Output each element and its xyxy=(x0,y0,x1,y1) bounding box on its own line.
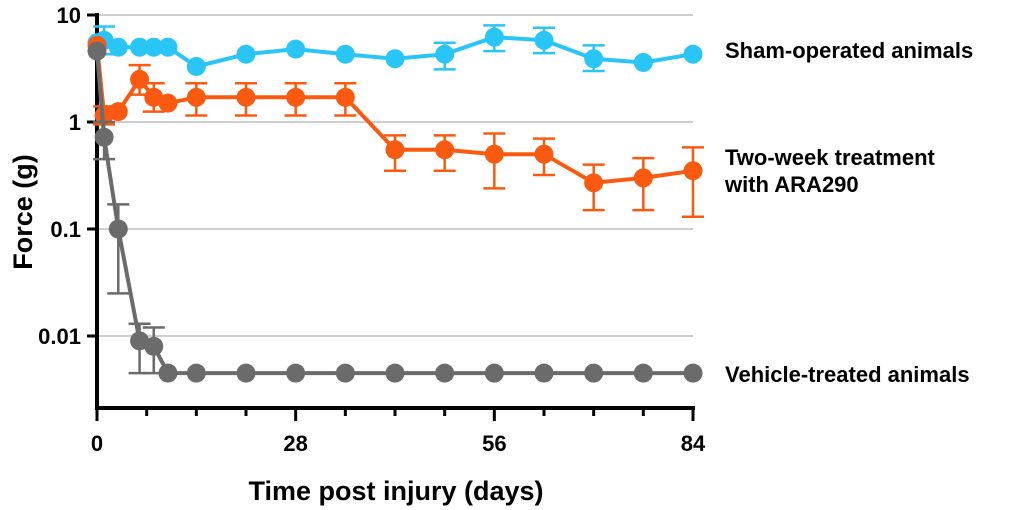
data-point xyxy=(158,37,178,57)
y-tick-label: 10 xyxy=(57,3,81,28)
data-point xyxy=(584,173,604,193)
series-label-line: Two-week treatment xyxy=(725,145,936,170)
data-point xyxy=(108,37,128,57)
data-point xyxy=(335,44,355,64)
x-tick-label: 28 xyxy=(283,431,307,456)
data-point xyxy=(633,52,653,72)
plot-area xyxy=(87,24,704,383)
data-point xyxy=(435,140,455,160)
data-point xyxy=(633,168,653,188)
data-point xyxy=(144,87,164,107)
series-label-line: Vehicle-treated animals xyxy=(725,362,970,387)
data-point xyxy=(484,144,504,164)
data-point xyxy=(236,87,256,107)
data-point xyxy=(286,39,306,59)
series-0 xyxy=(87,24,703,77)
gridlines xyxy=(97,14,693,337)
data-point xyxy=(683,161,703,181)
data-point xyxy=(130,37,150,57)
data-point xyxy=(186,363,206,383)
series-label: Two-week treatment with ARA290 xyxy=(724,145,936,197)
data-point xyxy=(683,363,703,383)
x-tick-label: 0 xyxy=(91,431,103,456)
data-point xyxy=(584,363,604,383)
data-point xyxy=(484,27,504,47)
y-axis-title: Force (g) xyxy=(8,154,38,270)
y-tick-label: 0.01 xyxy=(38,324,81,349)
data-point xyxy=(633,363,653,383)
data-point xyxy=(236,44,256,64)
data-point xyxy=(186,87,206,107)
data-point xyxy=(144,336,164,356)
x-tick-label: 56 xyxy=(482,431,506,456)
data-point xyxy=(335,363,355,383)
data-point xyxy=(683,44,703,64)
data-point xyxy=(435,44,455,64)
data-point xyxy=(534,30,554,50)
data-point xyxy=(335,87,355,107)
series-1 xyxy=(87,35,704,219)
data-point xyxy=(108,102,128,122)
series-label: Sham-operated animals xyxy=(725,38,973,63)
x-tick-label: 84 xyxy=(681,431,706,456)
data-point xyxy=(158,363,178,383)
data-point xyxy=(87,41,107,61)
data-point xyxy=(584,49,604,69)
data-point xyxy=(144,37,164,57)
data-point xyxy=(186,57,206,77)
data-point xyxy=(108,219,128,239)
data-point xyxy=(534,363,554,383)
data-point xyxy=(94,127,114,147)
data-point xyxy=(286,363,306,383)
series-labels: Sham-operated animals Two-week treatment w… xyxy=(724,38,973,387)
data-point xyxy=(534,144,554,164)
series-2 xyxy=(87,41,703,383)
y-tick-label: 0.1 xyxy=(50,217,81,242)
data-point xyxy=(435,363,455,383)
data-point xyxy=(158,93,178,113)
data-point xyxy=(286,87,306,107)
data-point xyxy=(484,363,504,383)
axes xyxy=(95,13,695,410)
series-label: Vehicle-treated animals xyxy=(725,362,970,387)
y-tick-label: 1 xyxy=(69,110,81,135)
x-axis-title: Time post injury (days) xyxy=(248,476,543,506)
series-label-line: with ARA290 xyxy=(724,172,859,197)
ticks: 10 1 0.1 0.01 0 28 56 84 xyxy=(38,3,706,456)
data-point xyxy=(385,140,405,160)
data-point xyxy=(385,49,405,69)
data-point xyxy=(236,363,256,383)
error-bar xyxy=(682,146,704,219)
series-label-line: Sham-operated animals xyxy=(725,38,973,63)
data-point xyxy=(130,69,150,89)
data-point xyxy=(385,363,405,383)
